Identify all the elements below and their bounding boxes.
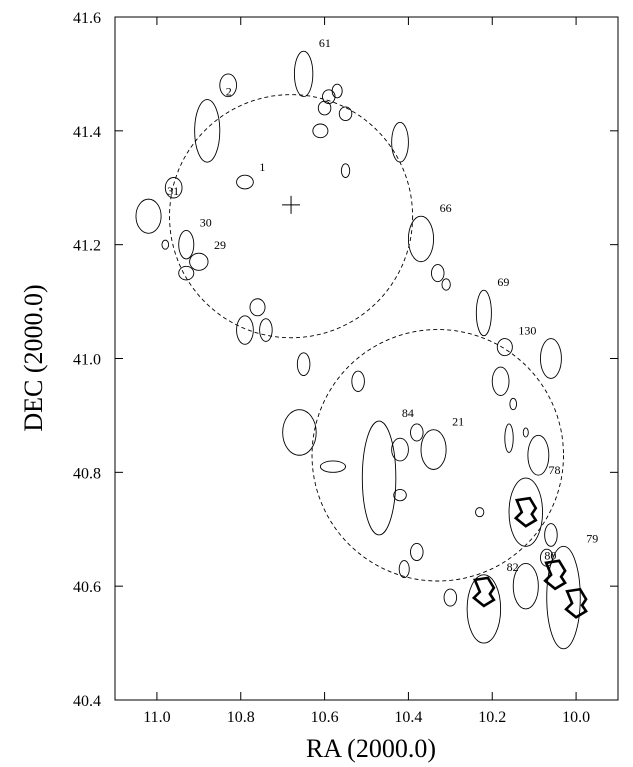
region-contour [164, 177, 183, 199]
region-contour [504, 423, 514, 453]
x-tick-label: 10.0 [562, 709, 590, 726]
region-contour [236, 174, 254, 190]
region-contour [282, 409, 317, 456]
axis-ticks: 11.0 10.8 10.6 10.4 10.2 10.0 40.4 40.6 40.8 41.0… [73, 10, 618, 726]
region-contour [509, 397, 518, 411]
x-tick-label: 10.8 [227, 709, 255, 726]
region-contour [522, 427, 529, 438]
region-label: 130 [518, 324, 536, 338]
region-contour [331, 83, 343, 99]
region-contour [527, 434, 550, 476]
highlighted-source [471, 576, 496, 608]
region-contour [236, 315, 254, 345]
field-boundary-circle [169, 94, 414, 339]
y-tick-label: 41.4 [73, 124, 101, 141]
region-label: 29 [214, 238, 226, 252]
region-contour [340, 163, 351, 178]
region-label: 1 [259, 160, 265, 174]
region-contour [475, 289, 492, 337]
center-marker [282, 195, 301, 214]
x-axis-title: RA (2000.0) [306, 734, 436, 763]
region-contour [466, 574, 502, 644]
region-label: 69 [497, 275, 509, 289]
region-label: 80 [544, 548, 556, 562]
x-tick-label: 10.2 [478, 709, 506, 726]
highlighted-source [543, 559, 567, 591]
region-contour [407, 215, 435, 263]
y-tick-label: 41.2 [73, 238, 101, 255]
plot-frame [114, 16, 619, 701]
region-contour [259, 318, 273, 342]
region-contour [351, 370, 365, 392]
region-contour [540, 338, 562, 379]
region-label: 79 [586, 531, 598, 545]
region-contour [219, 73, 238, 98]
region-contour [189, 252, 209, 271]
region-contour [361, 420, 397, 536]
region-contour [475, 507, 485, 518]
highlighted-source [564, 587, 588, 619]
region-contour [249, 298, 266, 317]
region-contour [319, 460, 346, 473]
region-label: 78 [549, 463, 561, 477]
region-contour [312, 123, 329, 139]
region-contour [161, 239, 170, 250]
y-tick-label: 40.4 [73, 693, 101, 710]
region-contour [410, 423, 424, 442]
region-contour [398, 560, 410, 579]
field-boundaries [169, 94, 564, 582]
x-tick-label: 10.4 [394, 709, 422, 726]
region-contour [491, 366, 510, 396]
region-label: 61 [319, 36, 331, 50]
region-contour [194, 99, 221, 163]
region-label: 31 [167, 184, 179, 198]
region-label: 82 [507, 560, 519, 574]
region-contour [443, 588, 458, 607]
region-contour [441, 278, 451, 291]
y-tick-label: 41.6 [73, 10, 101, 27]
region-label: 84 [402, 406, 414, 420]
x-tick-label: 11.0 [143, 709, 170, 726]
region-contour [296, 352, 311, 377]
region-label: 2 [226, 85, 232, 99]
plot-frame-rect [114, 16, 619, 701]
field-boundary-circle [311, 329, 564, 582]
region-contour [431, 264, 445, 283]
x-tick-label: 10.6 [311, 709, 339, 726]
region-label: 30 [200, 215, 212, 229]
region-contour [496, 338, 513, 357]
region-contour [391, 121, 409, 163]
region-contour [293, 50, 314, 98]
y-tick-label: 40.6 [73, 579, 101, 596]
region-contour [512, 562, 539, 610]
y-tick-label: 41.0 [73, 352, 101, 369]
highlighted-sources [471, 496, 588, 619]
region-contour [391, 437, 409, 462]
region-contour [420, 429, 447, 470]
region-contour [393, 488, 407, 502]
region-contour [338, 106, 353, 122]
region-contour [178, 229, 195, 260]
region-contour [410, 543, 424, 562]
region-label: 21 [452, 415, 464, 429]
region-contour [508, 477, 543, 547]
region-contour [135, 198, 162, 234]
region-contour [178, 265, 195, 281]
regions [135, 50, 581, 650]
highlighted-source [513, 496, 538, 528]
region-contour [546, 545, 581, 650]
region-contour [544, 523, 558, 547]
region-contour [317, 100, 332, 116]
y-tick-label: 40.8 [73, 465, 101, 482]
region-label: 66 [440, 201, 452, 215]
y-axis-title: DEC (2000.0) [19, 284, 48, 431]
